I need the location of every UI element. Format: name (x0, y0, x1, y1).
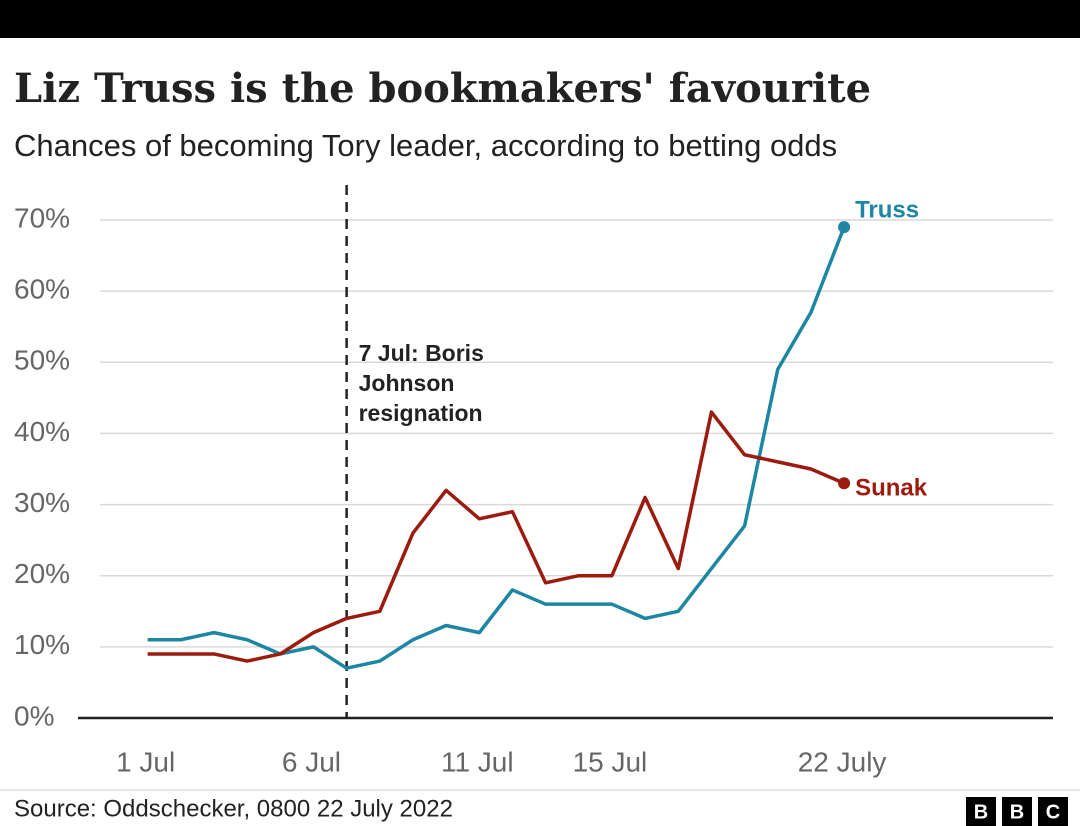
series-label: Sunak (855, 475, 928, 502)
chart-title: Liz Truss is the bookmakers' favourite (14, 65, 871, 112)
y-tick-label: 30% (14, 487, 70, 518)
y-tick-label: 50% (14, 345, 70, 376)
y-tick-label: 10% (14, 629, 70, 660)
logo-box (966, 797, 996, 826)
series-line (147, 226, 846, 670)
x-tick-label: 15 Jul (573, 746, 648, 777)
y-tick-label: 20% (14, 558, 70, 589)
end-point (838, 221, 851, 234)
logo-letter: C (1046, 801, 1060, 823)
annotation-text: resignation (359, 400, 483, 426)
top-bar (0, 0, 1080, 38)
chart-subtitle: Chances of becoming Tory leader, accordi… (14, 128, 837, 163)
x-tick-label: 6 Jul (282, 746, 341, 777)
source: Source: Oddschecker, 0800 22 July 2022 (14, 795, 453, 822)
series-label: Truss (855, 196, 919, 223)
y-tick-label: 0% (14, 700, 54, 731)
y-tick-label: 60% (14, 274, 70, 305)
logo-box (1002, 797, 1032, 826)
x-tick-label: 11 Jul (441, 746, 514, 777)
series-line (147, 410, 845, 663)
logo-letter: B (1010, 801, 1024, 823)
x-tick-label: 1 Jul (116, 746, 175, 777)
annotation-text: 7 Jul: Boris (359, 340, 484, 366)
end-point (838, 477, 851, 490)
y-tick-label: 70% (14, 202, 70, 233)
x-tick-label: 22 July (798, 746, 887, 777)
logo-letter: B (974, 801, 988, 823)
y-tick-label: 40% (14, 416, 70, 447)
annotation-text: Johnson (359, 370, 455, 396)
logo-box (1038, 797, 1068, 826)
